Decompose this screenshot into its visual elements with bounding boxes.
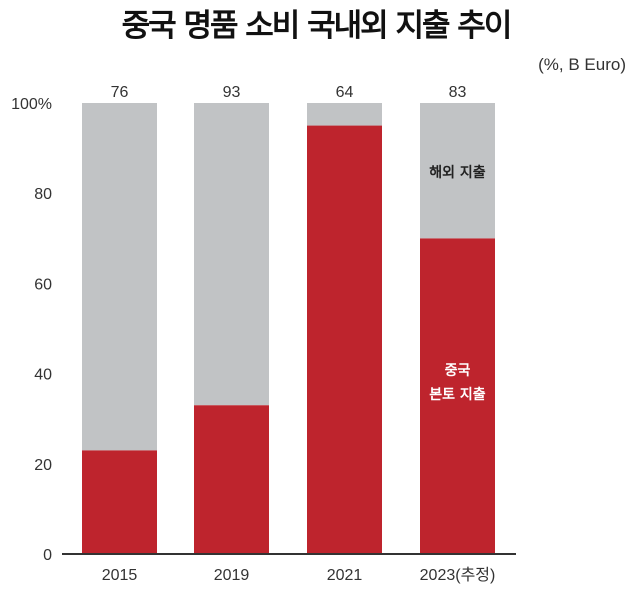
y-tick-label: 0	[43, 547, 52, 564]
x-tick-label: 2023(추정)	[420, 566, 496, 584]
x-tick-label: 2015	[102, 567, 138, 584]
unit-label: (%, B Euro)	[538, 55, 626, 74]
total-label: 83	[449, 84, 467, 101]
bar-segment-overseas	[420, 103, 495, 239]
bar-segment-domestic	[307, 125, 382, 555]
bar-segment-overseas	[307, 103, 382, 126]
y-tick-label: 100%	[11, 96, 52, 113]
bar-segment-overseas	[82, 103, 157, 451]
total-label: 64	[336, 84, 354, 101]
chart-title: 중국 명품 소비 국내외 지출 추이	[122, 8, 511, 44]
total-label: 93	[223, 84, 241, 101]
series-label-overseas: 해외 지출	[429, 164, 486, 181]
bar-segment-domestic	[82, 450, 157, 554]
x-tick-label: 2019	[214, 567, 250, 584]
series-label-domestic: 본토 지출	[429, 386, 486, 403]
bar-segment-overseas	[194, 103, 269, 406]
y-tick-label: 80	[34, 186, 52, 203]
y-tick-label: 60	[34, 276, 52, 293]
x-tick-label: 2021	[327, 567, 363, 584]
series-label-domestic: 중국	[445, 363, 471, 379]
y-tick-label: 20	[34, 457, 52, 474]
bar-segment-domestic	[420, 238, 495, 555]
bar-segment-domestic	[194, 405, 269, 554]
total-label: 76	[111, 84, 129, 101]
y-tick-label: 40	[34, 367, 52, 384]
